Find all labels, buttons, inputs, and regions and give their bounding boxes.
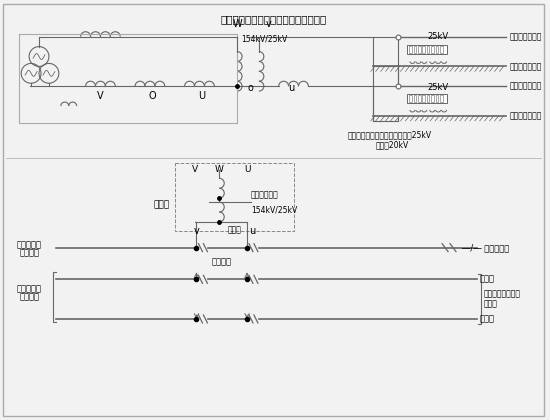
Text: V: V [97,91,104,101]
Text: 変電所へ: 変電所へ [211,257,231,266]
Bar [175,163,294,231]
Bar [414,94,416,102]
Text: 架線（電車線）: 架線（電車線） [509,32,542,41]
Text: U: U [244,165,250,174]
Text: 複　線　式: 複 線 式 [16,285,42,294]
Text: 在来線20kV: 在来線20kV [376,141,409,150]
Text: 上り線: 上り線 [480,275,495,284]
Bar [427,94,430,102]
Bar [409,46,412,53]
Text: 軌条（帰　線）: 軌条（帰 線） [509,62,542,71]
Bar [440,46,443,53]
Text: 154kV/25kV: 154kV/25kV [241,35,287,44]
Bar [408,45,447,54]
Bar [418,94,421,102]
Text: 25kV: 25kV [427,32,448,41]
Text: スコット結線: スコット結線 [251,190,279,199]
Text: 25kV: 25kV [427,83,448,92]
Bar [414,46,416,53]
Text: 変電所（スコット結線変圧器使用）例: 変電所（スコット結線変圧器使用）例 [221,14,327,24]
Bar [408,94,447,102]
Text: 下り線: 下り線 [480,315,495,323]
Text: v: v [194,226,199,236]
Bar [427,46,430,53]
Text: 軌条へ: 軌条へ [227,226,241,235]
Text: O: O [148,91,156,101]
Text: 軌条（帰　線）: 軌条（帰 線） [509,111,542,121]
Bar [422,94,425,102]
Bar [440,94,443,102]
Text: U: U [198,91,205,101]
Bar [431,94,434,102]
Text: 電気鉄道: 電気鉄道 [19,293,39,302]
Text: W: W [232,19,242,29]
Bar [409,94,412,102]
Text: 154kV/25kV: 154kV/25kV [251,205,297,214]
Text: 単　線　式: 単 線 式 [16,240,42,249]
Bar [431,46,434,53]
Bar [422,46,425,53]
Text: u: u [289,83,295,93]
Text: W: W [215,165,224,174]
Bar [436,46,438,53]
Text: 変電所: 変電所 [153,200,170,210]
Text: ―/― セクション: ―/― セクション [462,243,509,252]
Text: （注）架線の標準電圧：新幹線25kV: （注）架線の標準電圧：新幹線25kV [348,131,432,140]
Text: u: u [249,226,255,236]
Text: v: v [266,19,272,29]
Text: 電気鉄道: 電気鉄道 [19,248,39,257]
Text: o: o [247,83,253,93]
Text: 架線（電車線）: 架線（電車線） [509,82,542,91]
Text: 変電所との接続図: 変電所との接続図 [483,290,521,299]
Text: V: V [191,165,197,174]
Text: は省略: は省略 [483,299,498,309]
Bar [418,46,421,53]
Bar [436,94,438,102]
